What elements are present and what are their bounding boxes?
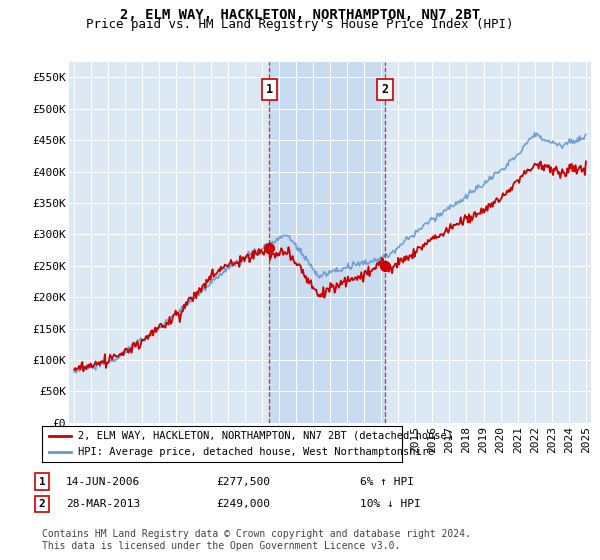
Text: 2, ELM WAY, HACKLETON, NORTHAMPTON, NN7 2BT (detached house): 2, ELM WAY, HACKLETON, NORTHAMPTON, NN7 … — [78, 431, 453, 441]
Text: Contains HM Land Registry data © Crown copyright and database right 2024.
This d: Contains HM Land Registry data © Crown c… — [42, 529, 471, 551]
Text: £277,500: £277,500 — [216, 477, 270, 487]
Text: 2: 2 — [38, 499, 46, 509]
Text: 28-MAR-2013: 28-MAR-2013 — [66, 499, 140, 509]
Text: 10% ↓ HPI: 10% ↓ HPI — [360, 499, 421, 509]
Text: 2, ELM WAY, HACKLETON, NORTHAMPTON, NN7 2BT: 2, ELM WAY, HACKLETON, NORTHAMPTON, NN7 … — [120, 8, 480, 22]
Text: 1: 1 — [38, 477, 46, 487]
Bar — [269, 62, 385, 423]
Text: £249,000: £249,000 — [216, 499, 270, 509]
Text: 14-JUN-2006: 14-JUN-2006 — [66, 477, 140, 487]
Text: 6% ↑ HPI: 6% ↑ HPI — [360, 477, 414, 487]
Text: 2: 2 — [382, 83, 389, 96]
Text: HPI: Average price, detached house, West Northamptonshire: HPI: Average price, detached house, West… — [78, 447, 434, 457]
Text: Price paid vs. HM Land Registry's House Price Index (HPI): Price paid vs. HM Land Registry's House … — [86, 18, 514, 31]
Text: 1: 1 — [266, 83, 273, 96]
